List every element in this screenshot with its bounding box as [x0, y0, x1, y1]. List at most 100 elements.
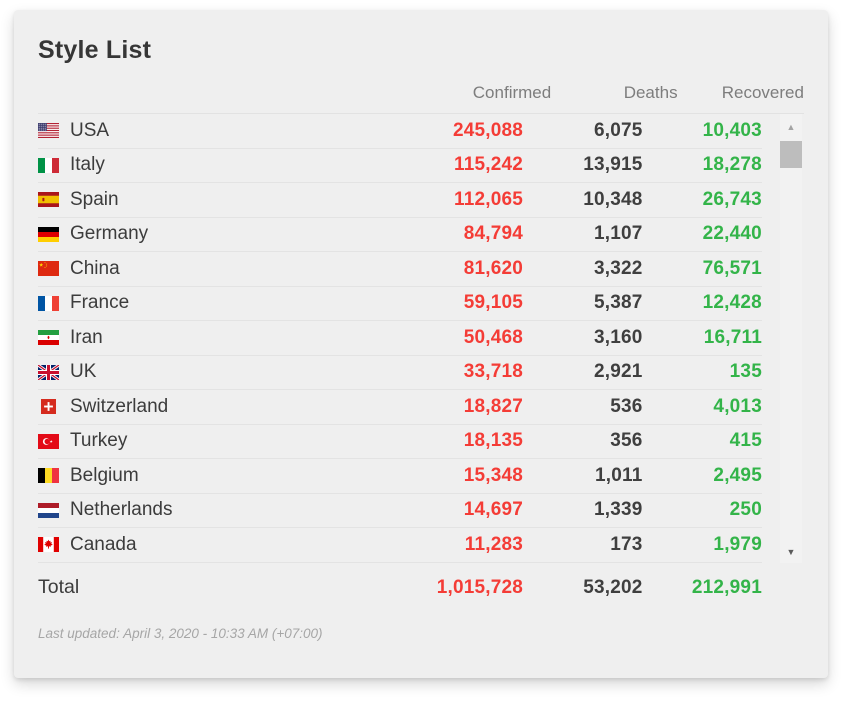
country-row[interactable]: Italy 115,242 13,915 18,278 — [38, 149, 762, 183]
country-name: Germany — [70, 223, 149, 245]
country-cell: Spain — [38, 189, 328, 211]
column-header-confirmed: Confirmed — [472, 83, 552, 102]
country-name: China — [70, 257, 120, 279]
country-cell: Iran — [38, 327, 328, 349]
country-name: Spain — [70, 188, 119, 210]
recovered-value: 18,278 — [702, 154, 762, 176]
style-list-card: Style List Confirmed Deaths Recovered US… — [14, 10, 828, 678]
ch-flag-icon — [38, 399, 59, 415]
confirmed-value: 18,827 — [463, 395, 524, 417]
country-cell: USA — [38, 120, 328, 142]
total-deaths-value: 53,202 — [583, 576, 643, 598]
country-cell: Switzerland — [38, 396, 328, 418]
scroll-down-icon[interactable]: ▼ — [786, 546, 796, 557]
country-row[interactable]: Switzerland 18,827 536 4,013 — [38, 390, 762, 425]
country-cell: Turkey — [38, 430, 328, 452]
deaths-value: 5,387 — [593, 292, 643, 314]
country-name: Switzerland — [70, 395, 169, 417]
country-row[interactable]: China 81,620 3,322 76,571 — [38, 252, 762, 287]
table-body: USA 245,088 6,075 10,403 Italy 115,242 1… — [38, 114, 804, 563]
country-name: USA — [70, 119, 110, 141]
confirmed-value: 112,065 — [454, 188, 524, 210]
recovered-value: 76,571 — [702, 257, 762, 279]
deaths-value: 1,339 — [593, 499, 643, 521]
ca-flag-icon — [38, 537, 59, 553]
country-name: France — [70, 292, 130, 314]
recovered-value: 135 — [729, 361, 762, 383]
scroll-up-icon[interactable]: ▲ — [786, 122, 796, 132]
deaths-value: 1,107 — [593, 223, 643, 245]
column-header-recovered: Recovered — [721, 83, 804, 102]
country-name: Turkey — [70, 430, 128, 452]
deaths-value: 173 — [610, 533, 643, 555]
confirmed-value: 33,718 — [463, 361, 524, 383]
deaths-value: 10,348 — [583, 188, 643, 210]
deaths-value: 6,075 — [593, 119, 643, 141]
country-name: UK — [70, 361, 97, 383]
country-cell: UK — [38, 361, 328, 383]
recovered-value: 16,711 — [703, 326, 762, 348]
country-row[interactable]: Turkey 18,135 356 415 — [38, 425, 762, 459]
deaths-value: 3,160 — [593, 326, 643, 348]
scrollbar-thumb[interactable] — [780, 141, 802, 168]
country-cell: Netherlands — [38, 499, 328, 521]
country-row[interactable]: Spain 112,065 10,348 26,743 — [38, 183, 762, 218]
country-name: Belgium — [70, 464, 139, 486]
country-cell: Canada — [38, 534, 328, 556]
total-label: Total — [38, 576, 80, 598]
country-row[interactable]: Canada 11,283 173 1,979 — [38, 528, 762, 563]
country-name: Iran — [70, 326, 103, 348]
recovered-value: 10,403 — [702, 119, 762, 141]
gb-flag-icon — [38, 364, 59, 380]
table-header: Confirmed Deaths Recovered — [38, 83, 804, 114]
confirmed-value: 84,794 — [463, 223, 524, 245]
country-name: Netherlands — [70, 499, 173, 521]
deaths-value: 356 — [610, 430, 643, 452]
country-row[interactable]: UK 33,718 2,921 135 — [38, 356, 762, 390]
nl-flag-icon — [38, 502, 59, 518]
total-row: Total 1,015,728 53,202 212,991 — [38, 563, 762, 613]
country-list: USA 245,088 6,075 10,403 Italy 115,242 1… — [38, 114, 762, 563]
fr-flag-icon — [38, 295, 59, 311]
confirmed-value: 18,135 — [463, 430, 524, 452]
country-cell: Belgium — [38, 465, 328, 487]
country-cell: Germany — [38, 223, 328, 245]
country-row[interactable]: Belgium 15,348 1,011 2,495 — [38, 459, 762, 494]
country-row[interactable]: USA 245,088 6,075 10,403 — [38, 114, 762, 149]
country-row[interactable]: France 59,105 5,387 12,428 — [38, 287, 762, 321]
confirmed-value: 245,088 — [452, 119, 524, 141]
last-updated-text: Last updated: April 3, 2020 - 10:33 AM (… — [38, 625, 323, 641]
deaths-value: 3,322 — [593, 257, 643, 279]
it-flag-icon — [38, 157, 59, 173]
country-name: Canada — [70, 533, 137, 555]
country-row[interactable]: Iran 50,468 3,160 16,711 — [38, 321, 762, 356]
scrollbar-track[interactable]: ▲ ▼ — [780, 114, 802, 563]
deaths-value: 536 — [610, 395, 643, 417]
recovered-value: 22,440 — [702, 223, 762, 245]
recovered-value: 1,979 — [713, 533, 762, 555]
deaths-value: 1,011 — [595, 464, 643, 486]
ir-flag-icon — [38, 330, 59, 346]
country-cell: Italy — [38, 154, 328, 176]
deaths-value: 13,915 — [583, 154, 643, 176]
page-title: Style List — [38, 36, 152, 64]
country-name: Italy — [70, 154, 105, 176]
de-flag-icon — [38, 226, 59, 242]
deaths-value: 2,921 — [593, 361, 643, 383]
cn-flag-icon — [38, 261, 59, 277]
confirmed-value: 14,697 — [463, 499, 524, 521]
country-row[interactable]: Netherlands 14,697 1,339 250 — [38, 494, 762, 528]
recovered-value: 415 — [729, 430, 762, 452]
country-cell: France — [38, 292, 328, 314]
recovered-value: 4,013 — [713, 395, 762, 417]
column-header-deaths: Deaths — [623, 83, 678, 102]
country-row[interactable]: Germany 84,794 1,107 22,440 — [38, 218, 762, 252]
total-confirmed-value: 1,015,728 — [436, 576, 524, 598]
confirmed-value: 115,242 — [454, 154, 524, 176]
country-cell: China — [38, 258, 328, 280]
confirmed-value: 81,620 — [463, 257, 524, 279]
recovered-value: 250 — [729, 499, 762, 521]
recovered-value: 26,743 — [702, 188, 762, 210]
confirmed-value: 59,105 — [463, 292, 524, 314]
recovered-value: 2,495 — [713, 464, 762, 486]
